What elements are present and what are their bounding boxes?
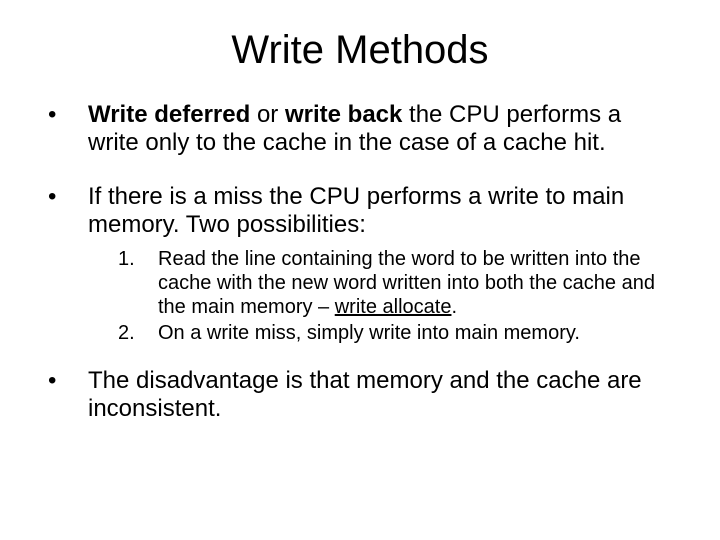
sublist-item: 2. On a write miss, simply write into ma… xyxy=(118,321,672,345)
bullet-item: • The disadvantage is that memory and th… xyxy=(48,367,672,423)
text-run: write allocate xyxy=(335,296,452,318)
bullet-text: If there is a miss the CPU performs a wr… xyxy=(88,183,672,239)
bullet-mark: • xyxy=(48,367,88,395)
bullet-mark: • xyxy=(48,101,88,129)
bullet-item: • If there is a miss the CPU performs a … xyxy=(48,183,672,239)
text-run: On a write miss, simply write into main … xyxy=(158,322,580,344)
text-run: or xyxy=(250,101,285,128)
text-run: write back xyxy=(285,101,402,128)
text-run: If there is a miss the CPU performs a wr… xyxy=(88,183,624,238)
text-run: The disadvantage is that memory and the … xyxy=(88,367,642,422)
bullet-mark: • xyxy=(48,183,88,211)
sublist-text: Read the line containing the word to be … xyxy=(158,247,672,319)
slide: Write Methods • Write deferred or write … xyxy=(0,0,720,540)
text-run: Write deferred xyxy=(88,101,250,128)
numbered-sublist: 1. Read the line containing the word to … xyxy=(118,247,672,345)
bullet-item: • Write deferred or write back the CPU p… xyxy=(48,101,672,157)
sublist-item: 1. Read the line containing the word to … xyxy=(118,247,672,319)
sublist-number: 1. xyxy=(118,247,158,271)
sublist-number: 2. xyxy=(118,321,158,345)
slide-title: Write Methods xyxy=(48,28,672,73)
sublist-text: On a write miss, simply write into main … xyxy=(158,321,672,345)
bullet-text: The disadvantage is that memory and the … xyxy=(88,367,672,423)
bullet-text: Write deferred or write back the CPU per… xyxy=(88,101,672,157)
text-run: . xyxy=(451,296,457,318)
